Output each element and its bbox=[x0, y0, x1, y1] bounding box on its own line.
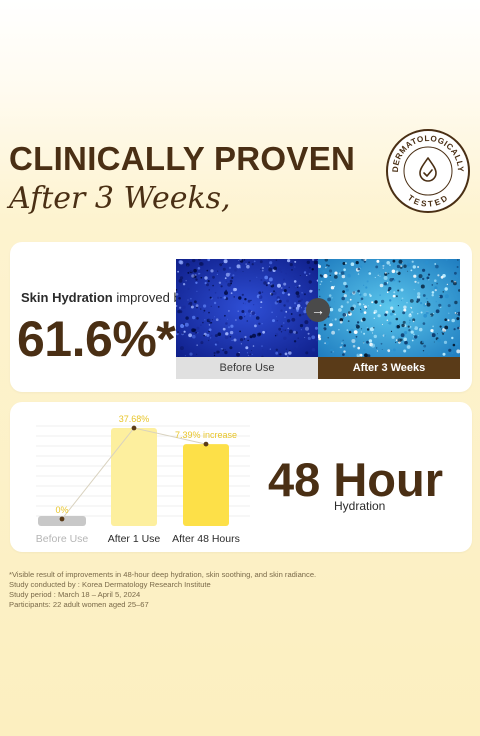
after-3-weeks-micrograph bbox=[318, 259, 460, 357]
hydration-bar-chart: 0% Before Use 37.68% After 1 Use 7.39% incre… bbox=[36, 414, 250, 545]
footnote-line-2: Study conducted by : Korea Dermatology R… bbox=[9, 580, 211, 589]
page-title: CLINICALLY PROVEN bbox=[9, 140, 356, 177]
arrow-right-icon: → bbox=[306, 298, 330, 322]
footnote-line-4: Participants: 22 adult women aged 25–67 bbox=[9, 600, 149, 609]
hydration-duration-value: 48 Hour bbox=[268, 453, 443, 506]
before-use-micrograph bbox=[176, 259, 318, 357]
chart-value-label-1: 0% bbox=[55, 505, 68, 515]
chart-category-label-3: After 48 Hours bbox=[172, 533, 240, 545]
footnote-line-3: Study period : March 18 – April 5, 2024 bbox=[9, 590, 141, 599]
hydration-duration-card bbox=[10, 402, 472, 552]
chart-point-1 bbox=[59, 516, 65, 522]
hydration-improvement-value: 61.6%* bbox=[17, 311, 176, 367]
chart-category-label-2: After 1 Use bbox=[108, 533, 161, 545]
dermatologically-tested-badge: DERMATOLOGICALLY TESTED bbox=[386, 129, 470, 213]
drop-check-icon bbox=[419, 157, 437, 182]
chart-bar-2 bbox=[111, 428, 157, 526]
chart-value-label-3: 7.39% increase bbox=[175, 430, 237, 440]
before-use-caption: Before Use bbox=[176, 357, 318, 379]
chart-category-label-1: Before Use bbox=[36, 533, 89, 545]
chart-value-label-2: 37.68% bbox=[119, 414, 150, 424]
chart-bar-3 bbox=[183, 444, 229, 526]
hydration-duration-label: Hydration bbox=[334, 499, 386, 513]
hydration-label: Skin Hydration improved by bbox=[21, 290, 188, 305]
footnote-line-1: *Visible result of improvements in 48-ho… bbox=[9, 570, 317, 579]
chart-point-2 bbox=[131, 425, 137, 431]
chart-point-3 bbox=[203, 441, 209, 447]
after-3-weeks-caption: After 3 Weeks bbox=[318, 357, 460, 379]
page-subtitle: After 3 Weeks, bbox=[9, 181, 231, 216]
